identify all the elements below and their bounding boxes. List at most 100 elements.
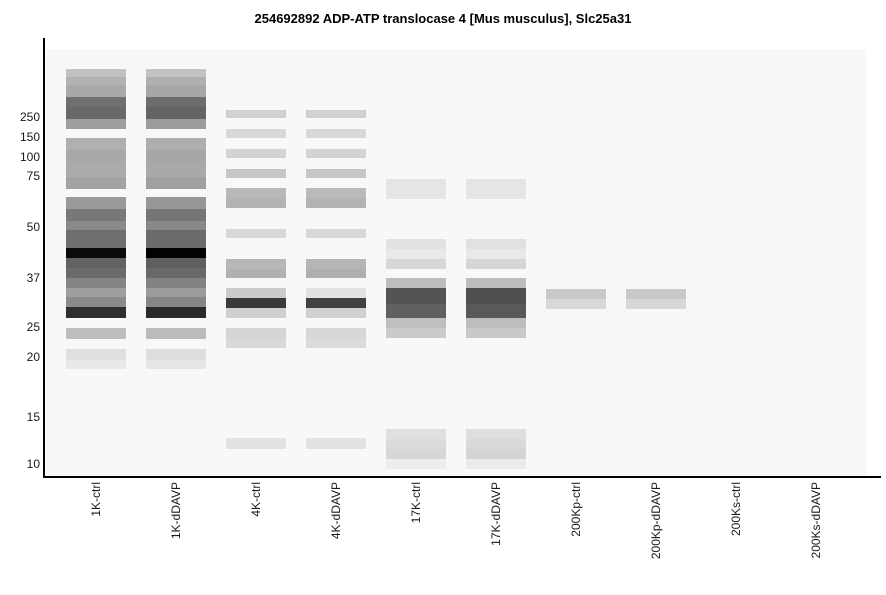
- gel-band: [146, 162, 206, 177]
- gel-band: [546, 289, 606, 299]
- gel-band: [306, 149, 366, 158]
- gel-band: [66, 209, 126, 221]
- gel-band: [226, 288, 286, 298]
- gel-band: [466, 249, 526, 259]
- gel-band: [146, 307, 206, 318]
- gel-band: [146, 328, 206, 339]
- gel-band: [466, 179, 526, 199]
- gel-band: [226, 259, 286, 269]
- gel-band: [386, 328, 446, 338]
- gel-band: [66, 288, 126, 297]
- gel-band: [226, 308, 286, 318]
- gel-band: [146, 209, 206, 221]
- gel-band: [306, 328, 366, 338]
- gel-band: [466, 318, 526, 328]
- gel-band: [146, 349, 206, 360]
- gel-band: [306, 269, 366, 278]
- gel-band: [226, 298, 286, 308]
- gel-band: [146, 69, 206, 77]
- gel-band: [146, 297, 206, 307]
- x-axis-line: [43, 476, 881, 478]
- gel-band: [306, 229, 366, 238]
- chart-title: 254692892 ADP-ATP translocase 4 [Mus mus…: [254, 11, 632, 26]
- gel-band: [66, 197, 126, 209]
- gel-band: [66, 328, 126, 339]
- gel-band: [146, 258, 206, 268]
- gel-band: [66, 221, 126, 230]
- gel-band: [306, 188, 366, 198]
- gel-band: [306, 288, 366, 298]
- y-tick-label-20: 20: [26, 350, 40, 364]
- gel-band: [306, 338, 366, 348]
- gel-band: [466, 439, 526, 449]
- gel-band: [386, 304, 446, 318]
- gel-band: [466, 304, 526, 318]
- lane-label-17K-ctrl: 17K-ctrl: [409, 482, 423, 524]
- gel-band: [386, 179, 446, 199]
- gel-band: [146, 221, 206, 230]
- lane-label-4K-dDAVP: 4K-dDAVP: [329, 482, 343, 540]
- gel-band: [146, 97, 206, 107]
- gel-band: [226, 229, 286, 238]
- gel-band: [306, 129, 366, 138]
- lane-label-1K-dDAVP: 1K-dDAVP: [169, 482, 183, 540]
- gel-band: [146, 77, 206, 85]
- gel-band: [226, 438, 286, 449]
- gel-band: [66, 297, 126, 307]
- y-tick-label-10: 10: [26, 457, 40, 471]
- gel-band: [226, 338, 286, 348]
- y-tick-label-100: 100: [19, 150, 40, 164]
- lane-label-200Ks-dDAVP: 200Ks-dDAVP: [809, 482, 823, 559]
- gel-band: [386, 259, 446, 269]
- gel-band: [226, 198, 286, 208]
- gel-band: [386, 429, 446, 439]
- gel-band: [146, 138, 206, 150]
- gel-band: [146, 107, 206, 119]
- gel-band: [146, 360, 206, 369]
- gel-band: [146, 248, 206, 258]
- gel-band: [386, 449, 446, 459]
- gel-band: [626, 289, 686, 299]
- gel-band: [226, 188, 286, 198]
- gel-band: [386, 459, 446, 469]
- gel-band: [546, 299, 606, 309]
- y-tick-label-15: 15: [26, 410, 40, 424]
- gel-band: [466, 328, 526, 338]
- gel-band: [146, 150, 206, 162]
- gel-band: [66, 97, 126, 107]
- y-tick-label-37: 37: [26, 271, 40, 285]
- lane-label-17K-dDAVP: 17K-dDAVP: [489, 482, 503, 546]
- y-axis-line: [43, 38, 45, 478]
- gel-band: [146, 230, 206, 248]
- gel-band: [226, 328, 286, 338]
- gel-band: [66, 69, 126, 77]
- gel-band: [66, 278, 126, 288]
- gel-band: [386, 288, 446, 304]
- gel-band: [66, 119, 126, 129]
- gel-band: [66, 150, 126, 162]
- gel-band: [226, 129, 286, 138]
- gel-band: [466, 459, 526, 469]
- gel-band: [466, 429, 526, 439]
- gel-band: [66, 248, 126, 258]
- gel-band: [226, 149, 286, 158]
- gel-band: [386, 239, 446, 249]
- gel-band: [386, 249, 446, 259]
- gel-band: [66, 85, 126, 97]
- gel-band: [226, 169, 286, 178]
- gel-band: [466, 288, 526, 304]
- gel-band: [66, 162, 126, 177]
- gel-band: [466, 259, 526, 269]
- gel-band: [386, 278, 446, 288]
- gel-band: [466, 278, 526, 288]
- y-tick-label-25: 25: [26, 320, 40, 334]
- gel-band: [306, 110, 366, 118]
- lane-label-4K-ctrl: 4K-ctrl: [249, 482, 263, 517]
- gel-band: [66, 349, 126, 360]
- gel-band: [66, 77, 126, 85]
- gel-band: [146, 288, 206, 297]
- gel-band: [626, 299, 686, 309]
- gel-band: [66, 177, 126, 189]
- gel-band: [66, 258, 126, 268]
